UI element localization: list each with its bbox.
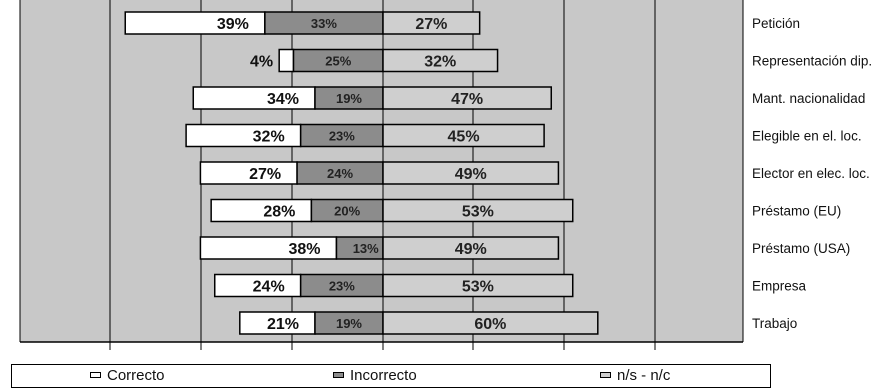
data-label-correcto: 39% [217,16,249,33]
category-label: Mant. nacionalidad [752,91,865,106]
data-label-correcto: 27% [249,166,281,183]
bar-nsnc [382,273,574,298]
data-label-nsnc: 47% [451,91,483,108]
category-label: Representación dip. [752,54,872,69]
category-label: Elegible en el. loc. [752,129,862,144]
bar-nsnc [382,11,481,35]
legend-item-correcto: Correcto [90,367,165,384]
legend-item-nsnc: n/s - n/c [600,367,670,384]
legend-label-nsnc: n/s - n/c [617,367,671,384]
bar-nsnc [382,311,599,335]
data-label-nsnc: 49% [455,241,487,258]
legend-swatch-nsnc [600,372,611,379]
category-label: Petición [752,16,800,31]
data-label-nsnc: 45% [448,129,480,146]
data-label-nsnc: 49% [455,166,487,183]
data-label-correcto: 21% [267,316,299,333]
bar-nsnc [382,236,560,260]
bars-group: 39% 33% 27% 4% 25% 32% 34% 19% 47% 32% 23% 45% 27% 24… [124,11,599,335]
data-label-incorrecto: 19% [336,316,362,331]
legend-swatch-incorrecto [333,372,344,379]
data-label-correcto: 28% [263,204,295,221]
data-label-incorrecto: 25% [325,54,351,69]
data-label-correcto: 24% [253,279,285,296]
data-label-incorrecto: 20% [334,204,360,219]
data-label-incorrecto: 19% [336,91,362,106]
bar-nsnc [382,86,553,110]
category-label: Préstamo (EU) [752,204,841,219]
data-label-incorrecto: 23% [329,279,355,294]
data-label-incorrecto: 23% [329,129,355,144]
bar-correcto [210,198,313,223]
data-label-nsnc: 27% [415,16,447,33]
category-labels: Petición Representación dip. Mant. naciona… [752,16,872,331]
data-label-correcto: 38% [288,241,320,258]
bar-nsnc [382,123,545,148]
legend-label-incorrecto: Incorrecto [350,367,417,384]
category-label: Trabajo [752,316,797,331]
data-label-nsnc: 32% [424,54,456,71]
legend: Correcto Incorrecto n/s - n/c [11,364,771,388]
category-label: Empresa [752,279,807,294]
data-label-incorrecto: 13% [353,241,379,256]
data-label-nsnc: 60% [474,316,506,333]
legend-swatch-correcto [90,372,101,379]
bar-nsnc [382,48,499,73]
bar-nsnc [382,161,560,185]
legend-label-correcto: Correcto [107,367,165,384]
bar-correcto [278,48,295,73]
data-label-correcto: 34% [267,91,299,108]
category-label: Elector en elec. loc. [752,166,870,181]
data-label-correcto: 4% [250,54,273,71]
category-label: Préstamo (USA) [752,241,850,256]
data-label-nsnc: 53% [462,204,494,221]
legend-item-incorrecto: Incorrecto [333,367,417,384]
data-label-incorrecto: 33% [311,16,337,31]
data-label-incorrecto: 24% [327,166,353,181]
bar-nsnc [382,198,574,223]
data-label-nsnc: 53% [462,279,494,296]
data-label-correcto: 32% [253,129,285,146]
